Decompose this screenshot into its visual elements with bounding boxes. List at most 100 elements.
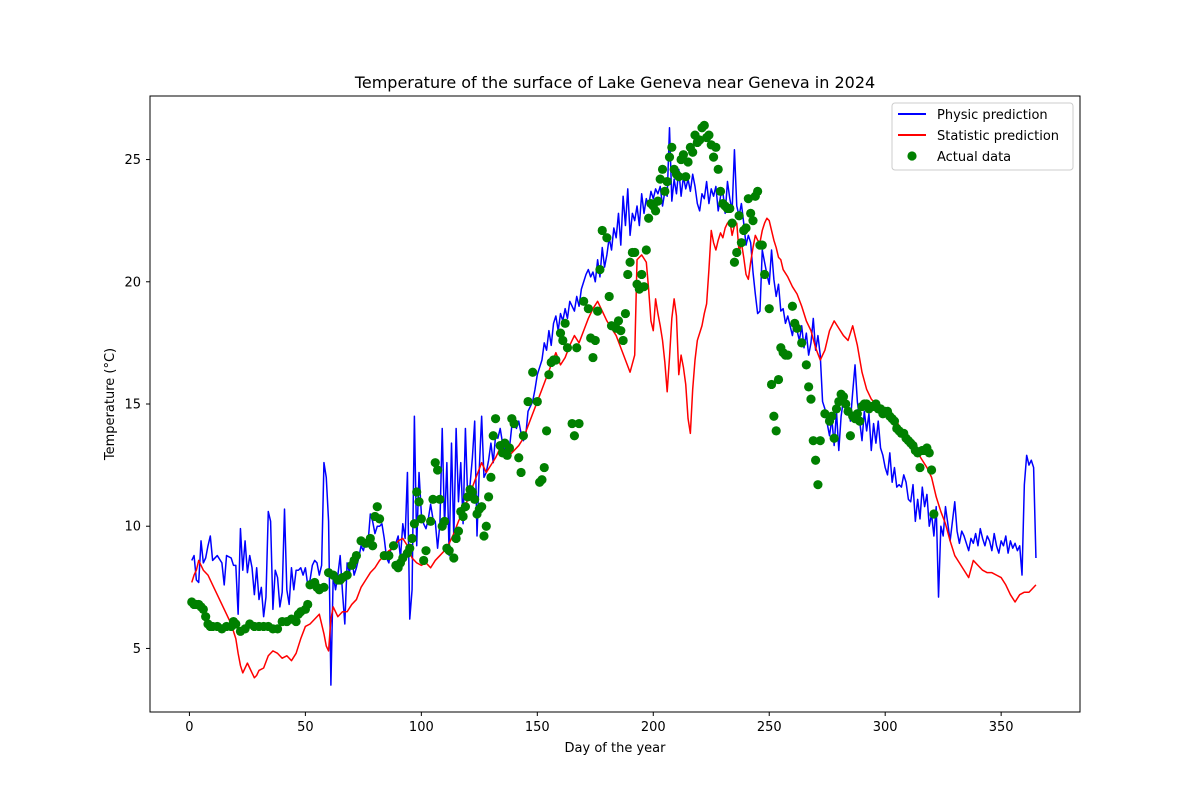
data-point xyxy=(470,494,480,504)
data-point xyxy=(929,509,939,519)
data-point xyxy=(773,374,784,385)
data-point xyxy=(551,355,561,365)
data-point xyxy=(430,458,440,468)
data-point xyxy=(797,338,807,348)
data-point xyxy=(574,418,584,429)
data-point xyxy=(829,433,839,443)
data-point xyxy=(528,367,538,377)
data-point xyxy=(541,426,552,436)
data-point xyxy=(657,164,668,174)
y-axis-label: Temperature (°C) xyxy=(103,348,118,461)
data-point xyxy=(558,335,568,346)
data-point xyxy=(201,612,211,622)
legend-item: Physic prediction xyxy=(898,108,1048,123)
data-point xyxy=(365,533,375,544)
data-point xyxy=(593,306,603,316)
data-point xyxy=(407,533,417,544)
data-point xyxy=(792,323,802,333)
series-line-physic-prediction xyxy=(191,127,1037,686)
data-point xyxy=(915,462,925,473)
data-point xyxy=(426,516,436,526)
data-point xyxy=(650,206,661,216)
legend-item: Statistic prediction xyxy=(898,129,1059,144)
chart-title: Temperature of the surface of Lake Genev… xyxy=(354,73,875,92)
data-point xyxy=(811,455,821,465)
data-point xyxy=(732,247,742,258)
data-point xyxy=(569,431,580,441)
data-point xyxy=(384,550,394,561)
y-tick-label: 25 xyxy=(124,153,141,168)
x-tick-label: 150 xyxy=(525,720,550,735)
data-point xyxy=(831,404,842,414)
data-point xyxy=(502,450,512,460)
data-point xyxy=(725,203,735,214)
data-point xyxy=(444,546,454,556)
data-point xyxy=(518,431,528,441)
legend-label: Physic prediction xyxy=(937,108,1048,123)
data-point xyxy=(479,531,489,541)
legend-label: Statistic prediction xyxy=(937,129,1059,144)
data-point xyxy=(613,316,624,326)
data-point xyxy=(458,511,468,522)
data-point xyxy=(889,416,900,426)
data-point xyxy=(303,599,313,610)
plot-data xyxy=(187,120,1037,686)
data-point xyxy=(532,396,542,407)
data-point xyxy=(409,519,419,529)
data-point xyxy=(537,475,547,485)
data-point xyxy=(827,411,837,421)
data-point xyxy=(667,142,677,152)
data-point xyxy=(342,570,352,580)
x-axis: 0 50 100 150 200 250 300 350 xyxy=(185,712,1014,735)
data-point xyxy=(414,497,424,507)
data-point xyxy=(421,546,431,556)
data-point xyxy=(769,411,779,421)
data-point xyxy=(711,142,721,152)
data-point xyxy=(375,514,385,524)
data-point xyxy=(319,582,329,592)
data-point xyxy=(743,194,753,204)
x-tick-label: 350 xyxy=(989,720,1014,735)
data-point xyxy=(727,218,737,228)
x-tick-label: 200 xyxy=(641,720,666,735)
data-point xyxy=(655,174,665,184)
data-point xyxy=(372,502,382,512)
series-points-actual-data xyxy=(187,120,939,636)
legend-label: Actual data xyxy=(937,150,1011,165)
data-point xyxy=(477,502,487,512)
data-point xyxy=(388,541,399,551)
data-point xyxy=(439,516,450,526)
data-point xyxy=(449,553,459,563)
x-tick-label: 50 xyxy=(297,720,314,735)
data-point xyxy=(460,502,471,512)
data-point xyxy=(514,453,524,463)
data-point xyxy=(432,465,443,475)
legend-item: Actual data xyxy=(907,150,1011,165)
data-point xyxy=(741,223,751,233)
data-point xyxy=(572,343,582,353)
data-point xyxy=(736,238,747,248)
data-point xyxy=(924,448,934,458)
x-tick-label: 250 xyxy=(757,720,782,735)
data-point xyxy=(783,350,793,360)
y-axis: 5 10 15 20 25 xyxy=(124,153,150,657)
data-point xyxy=(231,619,241,629)
data-point xyxy=(579,296,589,306)
data-point xyxy=(845,431,856,441)
data-point xyxy=(504,443,515,453)
data-point xyxy=(562,343,573,353)
data-point xyxy=(808,436,818,446)
data-point xyxy=(637,269,647,280)
data-point xyxy=(625,257,635,267)
data-point xyxy=(291,616,301,627)
data-point xyxy=(820,409,830,419)
data-point xyxy=(618,335,628,346)
data-point xyxy=(616,326,626,336)
data-point xyxy=(509,418,519,429)
data-point xyxy=(729,257,740,267)
data-point xyxy=(841,399,851,409)
data-point xyxy=(198,604,208,614)
data-point xyxy=(804,382,814,392)
y-tick-label: 10 xyxy=(124,520,141,535)
